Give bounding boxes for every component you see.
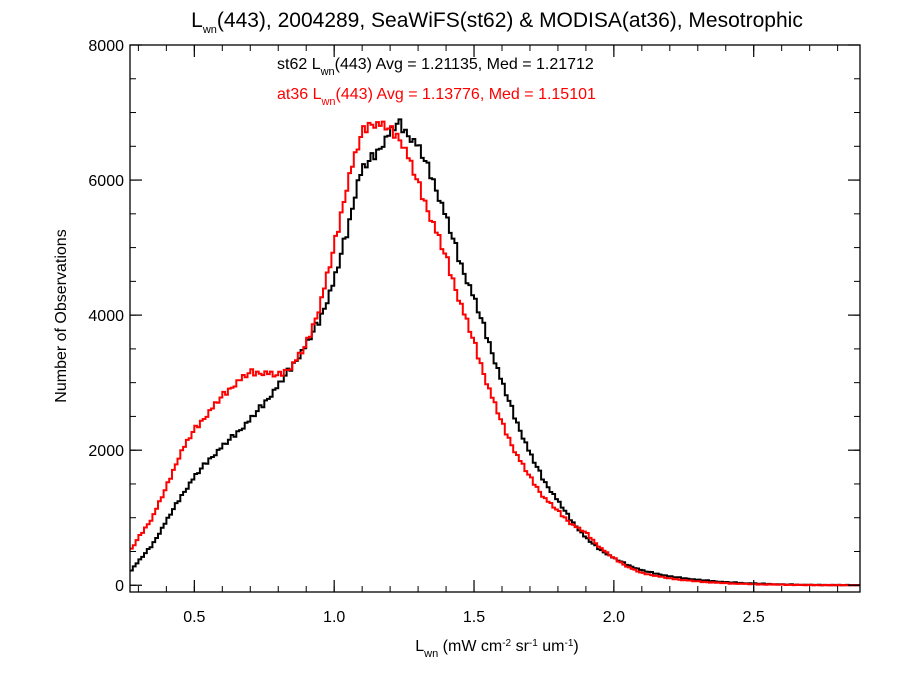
text-part: wn [320,96,335,108]
text-part: (443) Avg = 1.21135, Med = 1.21712 [335,56,594,73]
text-part: -2 [502,638,511,649]
axes: 0.5 1.0 1.5 2.0 2.5 0 2000 4000 6000 8000 [88,38,861,626]
y-tick-label: 0 [115,578,124,595]
text-part: L [415,638,424,655]
text-part: at36 L [277,86,322,103]
x-tick-label: 0.5 [183,609,205,626]
text-part: st62 L [277,56,321,73]
text-part: L [191,9,203,32]
text-part: um [538,638,565,655]
legend-entry-2: at36 Lwn(443) Avg = 1.13776, Med = 1.151… [277,86,596,108]
text-part: wn [320,66,335,78]
legend: st62 Lwn(443) Avg = 1.21135, Med = 1.217… [277,56,596,108]
text-part: -1 [564,638,573,649]
x-tick-label: 1.5 [463,609,485,626]
text-part: -1 [529,638,538,649]
x-tick-label: 2.5 [743,609,765,626]
text-part: (443) Avg = 1.13776, Med = 1.15101 [336,86,596,103]
legend-entry-1: st62 Lwn(443) Avg = 1.21135, Med = 1.217… [277,56,594,78]
series-line-at36 [130,120,860,587]
y-tick-label: 6000 [88,173,124,190]
y-tick-label: 4000 [88,308,124,325]
text-part: sr [511,638,529,655]
text-part: wn [202,24,217,36]
y-axis-label: Number of Observations [53,229,70,402]
plot-frame [129,44,861,593]
text-part: (443), 2004289, SeaWiFS(st62) & MODISA(a… [217,9,803,32]
x-tick-label: 1.0 [323,609,345,626]
plot-area [130,118,860,587]
x-axis-label: Lwn (mW cm-2 sr-1 um-1) [415,638,578,661]
text-part: (mW cm [438,638,502,655]
y-tick-label: 2000 [88,443,124,460]
chart-title: Lwn(443), 2004289, SeaWiFS(st62) & MODIS… [191,9,803,36]
text-part: ) [573,638,578,655]
text-part: wn [423,648,438,660]
x-tick-label: 2.0 [603,609,625,626]
y-tick-label: 8000 [88,38,124,55]
